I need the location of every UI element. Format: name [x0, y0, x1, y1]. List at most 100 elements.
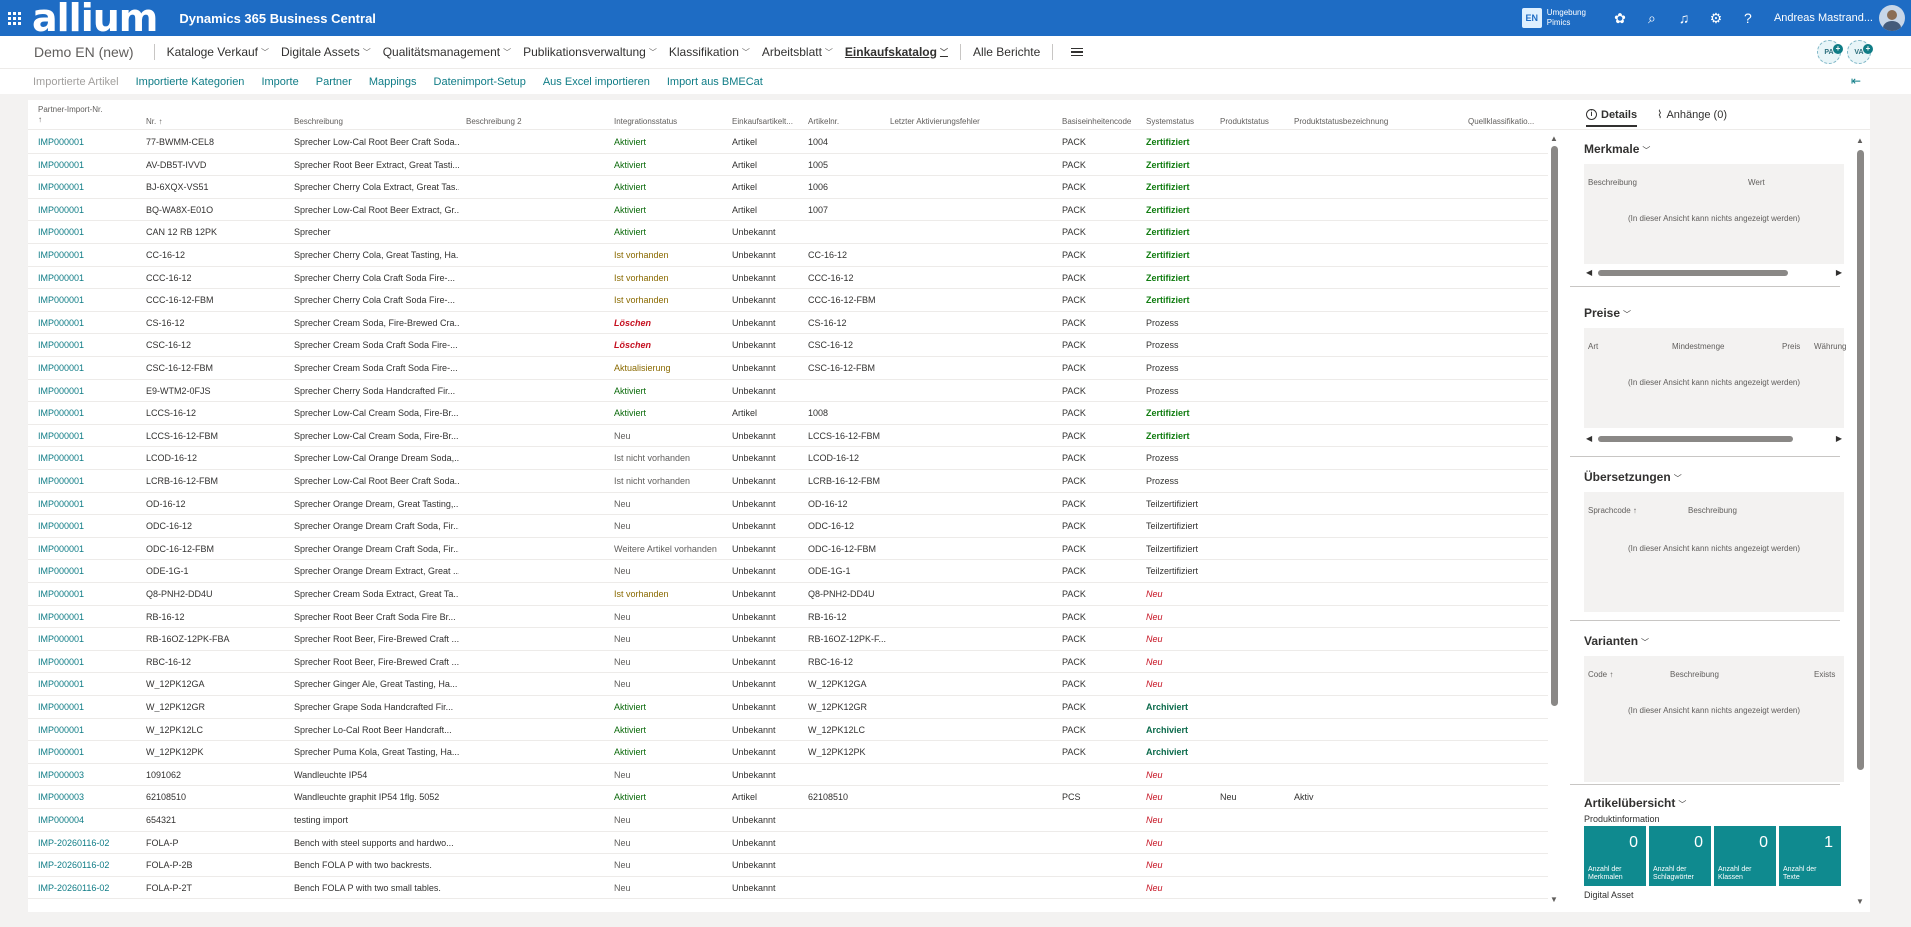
col-preis[interactable]: Preis — [1782, 342, 1801, 351]
scroll-left-icon[interactable]: ◀ — [1586, 268, 1593, 277]
nav-arbeitsblatt[interactable]: Arbeitsblatt ﹀ — [756, 45, 839, 59]
cell-partner-import-nr[interactable]: IMP000001 — [38, 589, 85, 599]
cell-partner-import-nr[interactable]: IMP000001 — [38, 430, 85, 441]
table-row[interactable]: IMP000001 77-BWMM-CEL8 Sprecher Low-Cal Ro… — [28, 131, 1548, 154]
tile-anzahl-texte[interactable]: 1 Anzahl der Texte — [1779, 826, 1841, 886]
col-systemstatus[interactable]: Systemstatus — [1146, 117, 1195, 126]
cell-partner-import-nr[interactable]: IMP000001 — [38, 679, 85, 690]
tab-details[interactable]: i Details — [1586, 109, 1638, 127]
table-row[interactable]: IMP000001 OD-16-12 Sprecher Orange Dream, … — [28, 493, 1548, 516]
table-row[interactable]: IMP000001 W_12PK12GR Sprecher Grape Soda H… — [28, 696, 1548, 719]
table-row[interactable]: IMP000001 ODC-16-12 Sprecher Orange Dream … — [28, 515, 1548, 538]
horizontal-scrollbar[interactable]: ◀ ▶ — [1584, 268, 1844, 278]
copilot-icon[interactable]: ✿ — [1614, 9, 1626, 26]
section-title[interactable]: Merkmale ﹀ — [1584, 142, 1844, 156]
table-row[interactable]: IMP000001 CC-16-12 Sprecher Cherry Cola, G… — [28, 244, 1548, 267]
col-wert[interactable]: Wert — [1748, 178, 1765, 187]
cell-partner-import-nr[interactable]: IMP000001 — [38, 702, 85, 712]
cell-partner-import-nr[interactable]: IMP000001 — [38, 227, 85, 238]
section-title[interactable]: Varianten ﹀ — [1584, 634, 1844, 648]
col-code[interactable]: Code ↑ — [1588, 670, 1614, 679]
col-beschreibung[interactable]: Beschreibung — [1688, 506, 1737, 515]
table-row[interactable]: IMP000001 CCC-16-12 Sprecher Cherry Cola C… — [28, 267, 1548, 290]
col-mindestmenge[interactable]: Mindestmenge — [1672, 342, 1725, 351]
app-launcher-icon[interactable] — [0, 0, 28, 36]
cell-partner-import-nr[interactable]: IMP000001 — [38, 408, 85, 419]
table-row[interactable]: IMP000001 RBC-16-12 Sprecher Root Beer, Fi… — [28, 651, 1548, 674]
presence-avatar-2[interactable]: VA + — [1847, 40, 1873, 64]
action-aus-excel-importieren[interactable]: Aus Excel importieren — [542, 75, 650, 88]
scroll-right-icon[interactable]: ▶ — [1835, 268, 1842, 277]
user-avatar[interactable] — [1879, 5, 1905, 31]
nav-kataloge-verkauf[interactable]: Kataloge Verkauf ﹀ — [161, 45, 275, 59]
col-produktstatus[interactable]: Produktstatus — [1220, 117, 1269, 126]
col-beschreibung[interactable]: Beschreibung — [1670, 670, 1719, 679]
table-row[interactable]: IMP000001 RB-16OZ-12PK-FBA Sprecher Root B… — [28, 628, 1548, 651]
cell-partner-import-nr[interactable]: IMP-20260116-02 — [38, 837, 110, 848]
table-row[interactable]: IMP000001 LCCS-16-12 Sprecher Low-Cal Crea… — [28, 402, 1548, 425]
scrollbar-thumb[interactable] — [1551, 146, 1558, 706]
col-letzter-aktivierungsfehler[interactable]: Letzter Aktivierungsfehler — [890, 117, 980, 126]
action-mappings[interactable]: Mappings — [368, 75, 417, 88]
col-beschreibung[interactable]: Beschreibung — [294, 117, 343, 126]
table-row[interactable]: IMP000003 62108510 Wandleuchte graphit IP5… — [28, 786, 1548, 809]
action-importierte-kategorien[interactable]: Importierte Kategorien — [135, 75, 245, 88]
cell-partner-import-nr[interactable]: IMP000001 — [38, 724, 85, 735]
col-quellklassifikation[interactable]: Quellklassifikatio... — [1468, 117, 1535, 126]
cell-partner-import-nr[interactable]: IMP000001 — [38, 182, 85, 193]
factbox-vertical-scrollbar[interactable]: ▲ ▼ — [1853, 136, 1867, 906]
col-beschreibung[interactable]: Beschreibung — [1588, 178, 1637, 187]
list-vertical-scrollbar[interactable]: ▲ ▼ — [1548, 134, 1562, 904]
col-basiseinheitencode[interactable]: Basiseinheitencode — [1062, 117, 1132, 126]
tile-anzahl-merkmalen[interactable]: 0 Anzahl der Merkmalen — [1584, 826, 1646, 886]
scroll-left-icon[interactable]: ◀ — [1586, 434, 1593, 443]
table-row[interactable]: IMP000004 654321 testing import Neu Unbekann… — [28, 809, 1548, 832]
pin-icon[interactable]: ⇤ — [1850, 74, 1861, 88]
company-name[interactable]: Demo EN (new) — [34, 44, 134, 60]
table-row[interactable]: IMP000001 RB-16-12 Sprecher Root Beer Craf… — [28, 606, 1548, 629]
cell-partner-import-nr[interactable]: IMP000003 — [38, 769, 85, 780]
nav-qualitaetsmanagement[interactable]: Qualitätsmanagement ﹀ — [377, 45, 517, 59]
nav-einkaufskatalog[interactable]: Einkaufskatalog ﹀ — [839, 45, 954, 59]
tab-attachments[interactable]: ⌇ Anhänge (0) — [1657, 108, 1727, 122]
settings-gear-icon[interactable]: ⚙ — [1709, 9, 1723, 26]
col-waehrung[interactable]: Währung — [1814, 342, 1847, 351]
horizontal-scrollbar[interactable]: ◀ ▶ — [1584, 434, 1844, 444]
action-datenimport-setup[interactable]: Datenimport-Setup — [433, 75, 526, 88]
nav-publikationsverwaltung[interactable]: Publikationsverwaltung ﹀ — [517, 45, 663, 59]
table-row[interactable]: IMP000003 1091062 Wandleuchte IP54 Neu Unbek… — [28, 764, 1548, 787]
table-row[interactable]: IMP000001 LCOD-16-12 Sprecher Low-Cal Oran… — [28, 447, 1548, 470]
table-row[interactable]: IMP000001 Q8-PNH2-DD4U Sprecher Cream Soda… — [28, 583, 1548, 606]
nav-klassifikation[interactable]: Klassifikation ﹀ — [663, 45, 756, 59]
section-title[interactable]: Preise ﹀ — [1584, 306, 1844, 320]
table-row[interactable]: IMP000001 LCCS-16-12-FBM Sprecher Low-Cal … — [28, 425, 1548, 448]
action-importierte-artikel[interactable]: Importierte Artikel — [33, 75, 119, 88]
table-row[interactable]: IMP-20260116-02 FOLA-P-2T Bench FOLA P wit… — [28, 877, 1548, 900]
scroll-up-icon[interactable]: ▲ — [1550, 134, 1558, 143]
col-einkaufsartikeltyp[interactable]: Einkaufsartikelt... — [732, 117, 793, 126]
table-row[interactable]: IMP000001 CSC-16-12 Sprecher Cream Soda Cr… — [28, 334, 1548, 357]
table-row[interactable]: IMP000001 W_12PK12GA Sprecher Ginger Ale, … — [28, 673, 1548, 696]
more-menu-icon[interactable] — [1067, 44, 1087, 61]
table-row[interactable]: IMP000001 LCRB-16-12-FBM Sprecher Low-Cal … — [28, 470, 1548, 493]
col-beschreibung-2[interactable]: Beschreibung 2 — [466, 117, 522, 126]
section-title[interactable]: Artikelübersicht ﹀ — [1584, 796, 1844, 810]
action-importe[interactable]: Importe — [261, 75, 299, 88]
tile-anzahl-schlagwoerter[interactable]: 0 Anzahl der Schlagwörter — [1649, 826, 1711, 886]
action-partner[interactable]: Partner — [315, 75, 352, 88]
col-partner-import-nr[interactable]: Partner-Import-Nr. ↑ — [38, 105, 102, 125]
cell-partner-import-nr[interactable]: IMP000001 — [38, 611, 85, 622]
help-icon[interactable]: ? — [1744, 10, 1752, 26]
table-row[interactable]: IMP000001 W_12PK12LC Sprecher Lo-Cal Root … — [28, 719, 1548, 742]
cell-partner-import-nr[interactable]: IMP000001 — [38, 498, 85, 509]
cell-partner-import-nr[interactable]: IMP000001 — [38, 747, 85, 758]
tile-anzahl-klassen[interactable]: 0 Anzahl der Klassen — [1714, 826, 1776, 886]
environment-label[interactable]: Umgebung Pimics — [1547, 8, 1586, 28]
user-name[interactable]: Andreas Mastrand... — [1773, 12, 1873, 24]
col-sprachcode[interactable]: Sprachcode ↑ — [1588, 506, 1637, 515]
environment-badge[interactable]: EN — [1521, 8, 1542, 28]
col-art[interactable]: Art — [1588, 342, 1599, 351]
cell-partner-import-nr[interactable]: IMP000001 — [38, 476, 85, 486]
scroll-right-icon[interactable]: ▶ — [1835, 434, 1842, 443]
cell-partner-import-nr[interactable]: IMP000001 — [38, 317, 85, 328]
